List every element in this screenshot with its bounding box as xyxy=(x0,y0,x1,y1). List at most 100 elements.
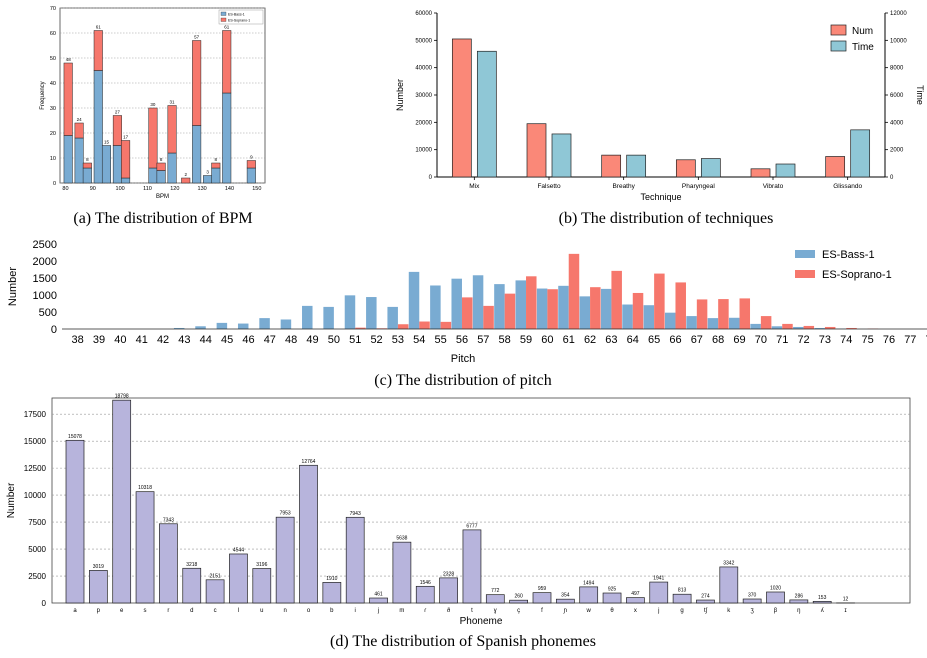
pitch-xtick-label: 67 xyxy=(691,334,703,346)
phoneme-bar xyxy=(579,586,599,604)
bpm-soprano-bar xyxy=(222,30,232,94)
phoneme-bar xyxy=(112,399,132,604)
tech-y2tick-label: 10000 xyxy=(890,38,907,44)
pitch-xtick-label: 58 xyxy=(499,334,511,346)
pitch-ytick-label: 1000 xyxy=(33,290,57,302)
phoneme-bar xyxy=(812,600,832,604)
bpm-soprano-bar xyxy=(112,115,122,146)
tech-y2tick-label: 4000 xyxy=(890,120,904,126)
phoneme-bar xyxy=(672,593,692,604)
pitch-soprano-bar xyxy=(355,327,366,329)
phoneme-bar xyxy=(135,491,155,604)
pitch-xlabel: Pitch xyxy=(451,353,475,365)
phoneme-xtick-label: b xyxy=(330,608,334,614)
bpm-total-label: 24 xyxy=(77,117,83,122)
pitch-xtick-label: 66 xyxy=(669,334,681,346)
phoneme-xtick-label: ç xyxy=(517,608,520,614)
pitch-xtick-label: 41 xyxy=(136,334,148,346)
pitch-xtick-label: 38 xyxy=(72,334,84,346)
tech-num-bar xyxy=(451,38,472,178)
pitch-xtick-label: 44 xyxy=(200,334,212,346)
tech-y2tick-label: 2000 xyxy=(890,148,904,154)
phoneme-xtick-label: x xyxy=(634,608,637,614)
bpm-total-label: 31 xyxy=(170,100,176,105)
phoneme-xtick-label: c xyxy=(214,608,217,614)
pitch-xtick-label: 46 xyxy=(242,334,254,346)
pitch-xtick-label: 64 xyxy=(627,334,639,346)
phoneme-xtick-label: e xyxy=(120,608,124,614)
pitch-xtick-label: 59 xyxy=(520,334,532,346)
tech-time-bar xyxy=(476,50,497,178)
pitch-xtick-label: 69 xyxy=(733,334,745,346)
bpm-legend-label: ES-Bass-1 xyxy=(228,12,245,16)
phoneme-bar xyxy=(275,516,295,604)
phoneme-bar xyxy=(252,568,272,604)
pitch-soprano-bar xyxy=(461,297,473,329)
pitch-xtick-label: 72 xyxy=(797,334,809,346)
pitch-xtick-label: 52 xyxy=(370,334,382,346)
bpm-ytick-label: 40 xyxy=(50,81,56,87)
phoneme-value-label: 497 xyxy=(631,591,640,597)
pitch-bass-bar xyxy=(750,323,761,329)
phoneme-value-label: 1494 xyxy=(583,580,594,586)
phoneme-bar xyxy=(159,523,178,604)
pitch-bass-bar xyxy=(280,319,292,329)
bpm-bass-bar xyxy=(112,145,122,184)
phoneme-value-label: 286 xyxy=(795,593,804,599)
tech-time-bar xyxy=(626,154,647,178)
phoneme-bar xyxy=(439,577,458,604)
pitch-xtick-label: 70 xyxy=(755,334,767,346)
pitch-soprano-bar xyxy=(632,292,644,329)
phoneme-xtick-label: f xyxy=(541,608,543,614)
phoneme-bar xyxy=(742,598,762,604)
pitch-bass-bar xyxy=(515,280,527,329)
bpm-total-label: 3 xyxy=(206,170,209,175)
phoneme-xtick-label: ʒ xyxy=(751,608,755,614)
bpm-bass-bar xyxy=(203,175,213,184)
pitch-xtick-label: 71 xyxy=(776,334,788,346)
phoneme-xtick-label: n xyxy=(283,608,286,614)
pitch-bass-bar xyxy=(600,288,612,329)
phoneme-ytick-label: 0 xyxy=(42,599,47,608)
phoneme-chart: 0 2500 5000 7500 10000 12500 15000 17500 15078 a 3… xyxy=(6,394,911,627)
phoneme-ytick-label: 17500 xyxy=(24,410,47,419)
tech-time-bar xyxy=(775,163,796,178)
bpm-soprano-bar xyxy=(156,162,166,171)
phoneme-bar xyxy=(789,599,809,604)
phoneme-value-label: 813 xyxy=(678,588,687,594)
phoneme-value-label: 370 xyxy=(748,593,757,599)
bpm-total-label: 15 xyxy=(104,140,110,145)
tech-xtick-label: Falsetto xyxy=(537,183,561,190)
bpm-bass-bar xyxy=(246,167,256,184)
bpm-soprano-bar xyxy=(63,62,73,136)
tech-xtick-label: Mix xyxy=(469,183,480,190)
bpm-total-label: 9 xyxy=(250,155,253,160)
phoneme-bar xyxy=(182,567,202,604)
pitch-xtick-label: 62 xyxy=(584,334,596,346)
phoneme-xtick-label: p xyxy=(97,608,101,614)
phoneme-bar xyxy=(532,592,552,604)
pitch-xtick-label: 53 xyxy=(392,334,404,346)
phoneme-xtick-label: ɡ xyxy=(680,608,683,614)
phoneme-ytick-label: 12500 xyxy=(24,464,47,473)
phoneme-xtick-label: d xyxy=(190,608,193,614)
pitch-soprano-bar xyxy=(526,276,537,329)
phoneme-ytick-label: 15000 xyxy=(24,437,47,446)
bpm-xtick-label: 110 xyxy=(143,186,152,192)
pitch-bass-bar xyxy=(408,271,420,329)
tech-num-bar xyxy=(825,156,846,178)
tech-ytick-label: 30000 xyxy=(415,93,432,99)
pitch-bass-bar xyxy=(302,305,313,329)
bpm-bass-bar xyxy=(192,125,202,184)
phoneme-xtick-label: i xyxy=(355,608,356,614)
pitch-xtick-label: 56 xyxy=(456,334,468,346)
tech-y2label: Time xyxy=(915,85,925,105)
bpm-total-label: 17 xyxy=(123,135,129,140)
phoneme-value-label: 2151 xyxy=(210,573,221,579)
caption-a: (a) The distribution of BPM xyxy=(73,210,252,227)
pitch-bass-bar xyxy=(814,327,825,329)
phoneme-value-label: 18798 xyxy=(115,394,129,400)
tech-num-bar xyxy=(526,123,547,178)
phoneme-value-label: 3196 xyxy=(256,562,267,568)
